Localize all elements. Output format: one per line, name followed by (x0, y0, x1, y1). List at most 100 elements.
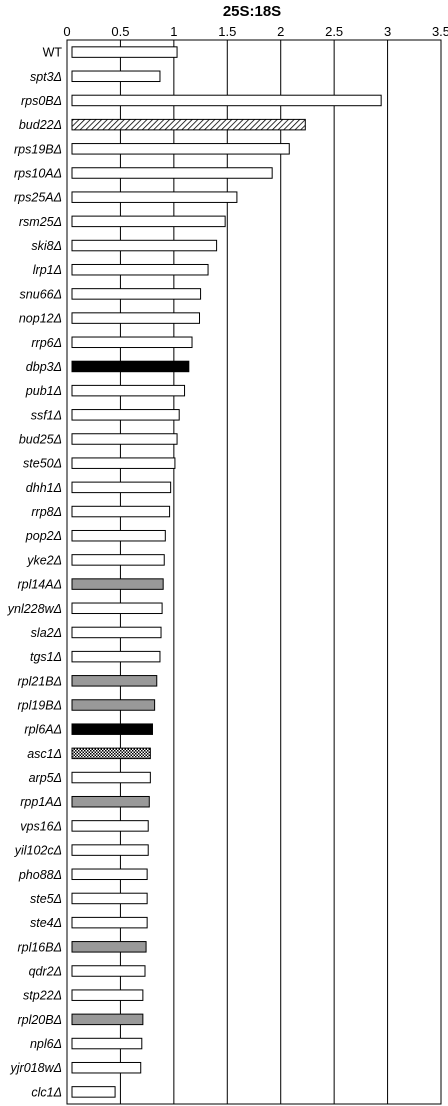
x-tick-label: 3 (384, 24, 391, 39)
category-label: clc1Δ (31, 1085, 62, 1099)
bar (71, 868, 148, 881)
category-label: ste4Δ (30, 916, 62, 930)
bar (71, 457, 176, 469)
category-label: rrp8Δ (31, 505, 62, 519)
bar (71, 529, 166, 542)
bar (71, 94, 382, 107)
category-label: arp5Δ (29, 771, 62, 785)
category-label: pub1Δ (25, 384, 62, 398)
bar (71, 70, 161, 83)
category-label: rps25AΔ (14, 191, 62, 205)
x-tick-label: 3.5 (432, 24, 448, 39)
category-label: nop12Δ (19, 312, 62, 326)
category-label: rpl14AΔ (17, 578, 62, 592)
bar (71, 360, 190, 373)
bar (71, 409, 180, 421)
bar (71, 916, 148, 929)
bar (71, 1013, 144, 1026)
bar (71, 892, 148, 905)
category-label: yke2Δ (26, 553, 62, 567)
x-tick-label: 2 (277, 24, 284, 39)
x-axis-tick-labels: 0 0.5 1 1.5 2 2.5 3 3.5 (63, 24, 448, 39)
category-label: bud22Δ (19, 118, 62, 132)
bar (71, 626, 162, 639)
bar (71, 46, 178, 58)
bars (71, 46, 382, 1098)
category-label: WT (43, 46, 63, 60)
category-label: rpl20BΔ (17, 1013, 62, 1027)
chart-title: 25S:18S (223, 3, 281, 20)
bar (71, 675, 158, 687)
bar (71, 239, 218, 252)
category-label: rps10AΔ (14, 167, 62, 181)
category-label: snu66Δ (20, 287, 62, 301)
bar (71, 167, 273, 179)
category-labels: WT spt3Δ rps0BΔ bud22Δ rps19BΔ rps10AΔ rps25AΔ… (7, 46, 63, 1100)
bar (71, 1061, 142, 1074)
bar (71, 118, 306, 131)
x-tick-label: 0 (63, 24, 70, 39)
bar (71, 191, 238, 203)
category-label: rpp1AΔ (20, 795, 62, 809)
category-label: sla2Δ (31, 626, 62, 640)
bar (71, 505, 171, 518)
bar (71, 1086, 116, 1098)
bar (71, 965, 146, 977)
category-label: ste50Δ (23, 457, 62, 471)
category-label: tgs1Δ (30, 650, 62, 664)
category-label: ynl228wΔ (7, 602, 62, 616)
category-label: yil102cΔ (14, 844, 62, 858)
bar (71, 747, 151, 760)
category-label: rps0BΔ (21, 94, 62, 108)
category-label: pop2Δ (25, 529, 62, 543)
category-label: lrp1Δ (33, 263, 62, 277)
bar (71, 433, 178, 445)
bar (71, 771, 151, 784)
category-label: ski8Δ (31, 239, 62, 253)
category-label: yjr018wΔ (10, 1061, 62, 1075)
category-label: pho88Δ (18, 868, 62, 882)
bar (71, 215, 226, 228)
bar (71, 602, 163, 615)
category-label: npl6Δ (30, 1037, 62, 1051)
bar (71, 699, 156, 711)
bar (71, 336, 193, 349)
category-label: dhh1Δ (26, 481, 62, 495)
bar (71, 481, 172, 494)
bar (71, 941, 147, 953)
category-label: rsm25Δ (19, 215, 62, 229)
bar (71, 650, 161, 663)
x-tick-label: 1 (170, 24, 177, 39)
x-tick-label: 0.5 (111, 24, 129, 39)
bar (71, 795, 150, 808)
bar (71, 384, 186, 397)
category-label: spt3Δ (30, 70, 62, 84)
category-label: rpl19BΔ (17, 699, 62, 713)
category-label: asc1Δ (27, 747, 62, 761)
bar (71, 989, 144, 1001)
bar (71, 143, 290, 155)
category-label: ste5Δ (30, 892, 62, 906)
category-label: vps16Δ (20, 819, 62, 833)
category-label: ssf1Δ (31, 408, 62, 422)
x-tick-label: 1.5 (218, 24, 236, 39)
bar (71, 1037, 143, 1050)
plot-frame (66, 39, 442, 1105)
category-label: bud25Δ (19, 433, 62, 447)
bar (71, 578, 164, 590)
bar (71, 263, 209, 276)
bar (71, 554, 165, 566)
category-label: rrp6Δ (31, 336, 62, 350)
bar (71, 288, 202, 300)
category-label: dbp3Δ (26, 360, 62, 374)
x-tick-label: 2.5 (325, 24, 343, 39)
bar (71, 723, 153, 735)
category-label: rpl6AΔ (24, 723, 62, 737)
category-label: rps19BΔ (14, 142, 62, 156)
bar (71, 844, 149, 856)
category-label: rpl16BΔ (17, 940, 62, 954)
category-label: rpl21BΔ (17, 674, 62, 688)
category-label: qdr2Δ (29, 965, 62, 979)
bar (71, 820, 149, 832)
